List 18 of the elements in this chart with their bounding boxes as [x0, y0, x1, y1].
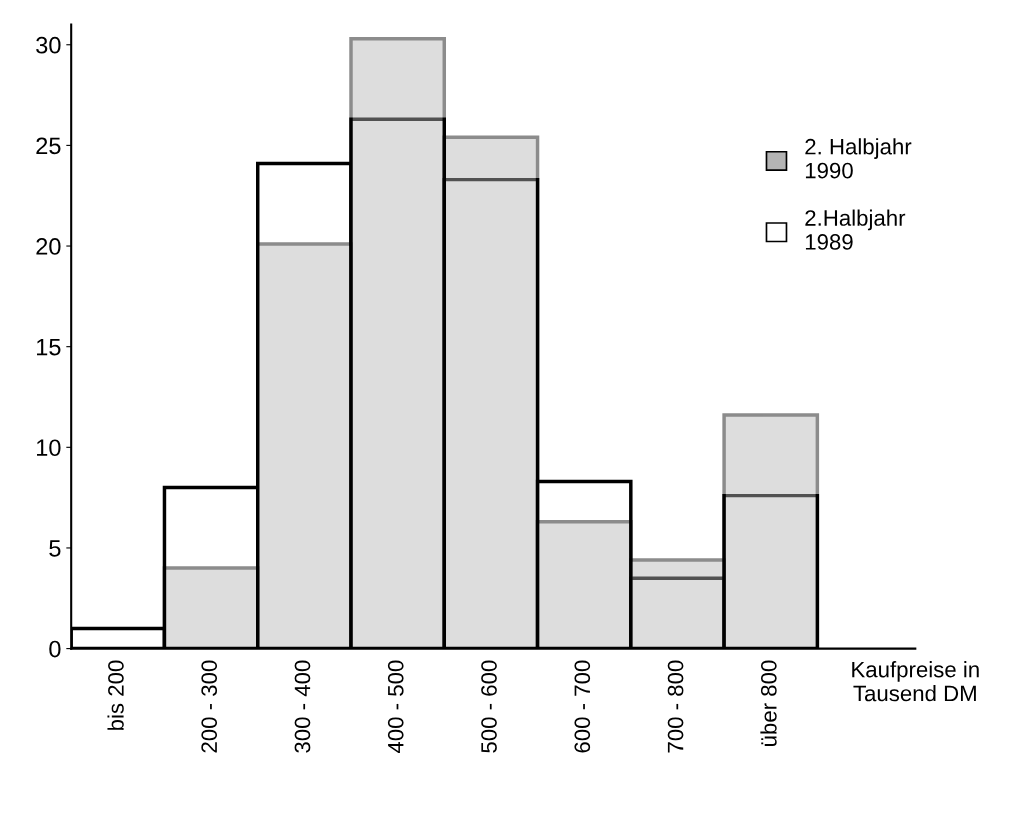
- y-tick-label: 15: [37, 338, 61, 356]
- legend-label: 2.Halbjahr 1989: [805, 209, 906, 250]
- x-tick-label: über 800: [760, 660, 777, 746]
- y-tick-label: 25: [36, 137, 61, 155]
- y-tick-label: 30: [36, 36, 61, 54]
- y-tick-label: 0: [49, 640, 61, 658]
- x-tick-label: 400 - 500: [387, 660, 404, 754]
- x-tick-label: 500 - 600: [481, 660, 497, 753]
- y-tick-label: 10: [37, 439, 61, 457]
- x-tick-label: 600 - 700: [574, 660, 591, 753]
- legend-label: 2. Halbjahr 1990: [805, 138, 912, 179]
- x-tick-label: 700 - 800: [667, 660, 684, 753]
- x-tick-label: bis 200: [107, 660, 124, 730]
- x-axis-title: Kaufpreise in Tausend DM: [852, 661, 979, 702]
- y-tick-label: 20: [36, 238, 61, 255]
- y-tick-label: 5: [49, 540, 61, 557]
- x-tick-label: 200 - 300: [201, 660, 218, 753]
- x-tick-label: 300 - 400: [294, 660, 311, 753]
